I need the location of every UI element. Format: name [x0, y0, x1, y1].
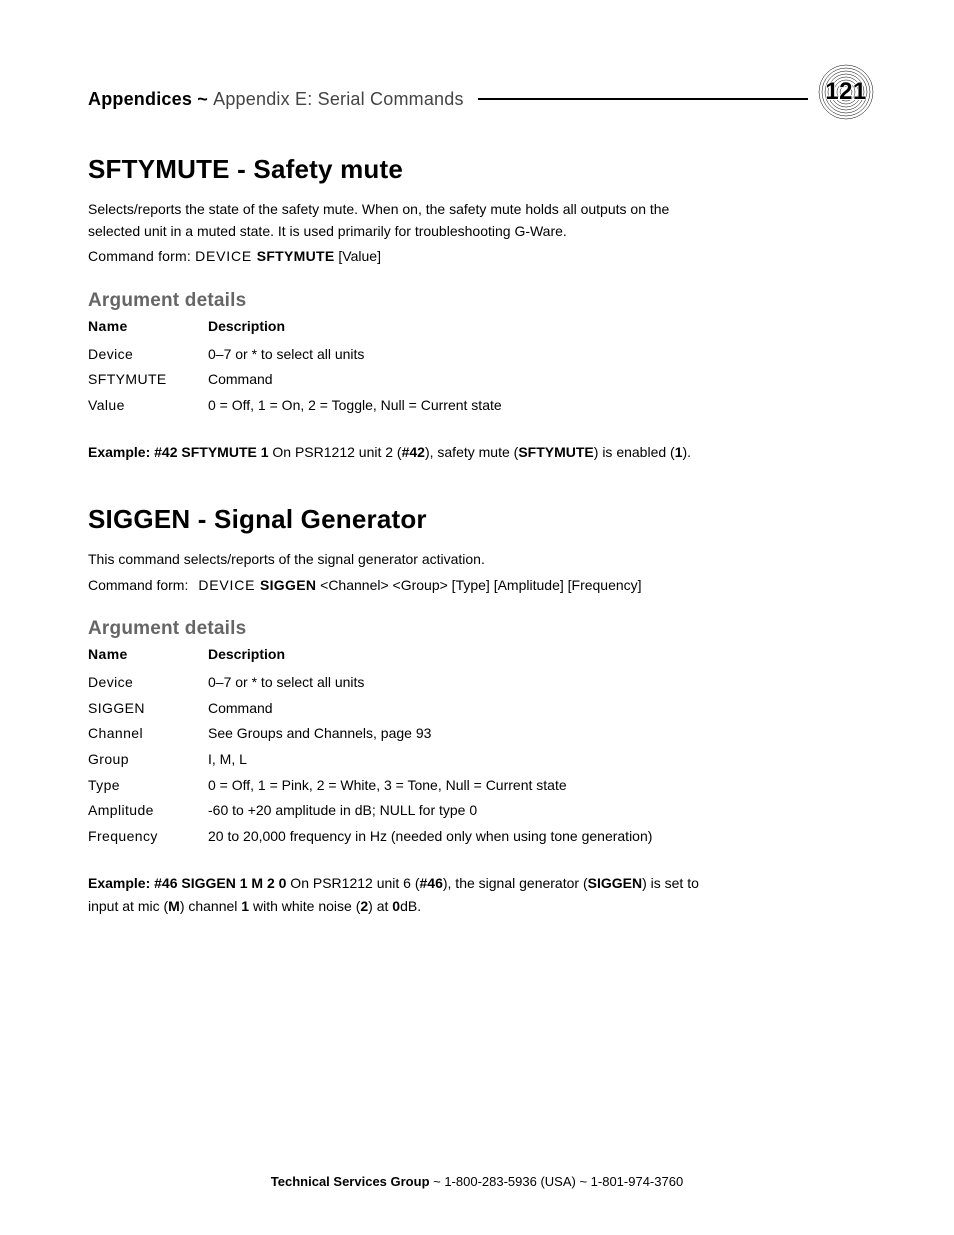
arg-description: Command: [208, 367, 502, 393]
arg-name: Frequency: [88, 824, 208, 850]
example-bold-token: SFTYMUTE: [518, 444, 593, 460]
table-header: Name: [88, 316, 208, 342]
table-row: SIGGENCommand: [88, 696, 652, 722]
command-form-value: DEVICE SIGGEN <Channel> <Group> [Type] […: [198, 575, 641, 597]
page-number: 121: [818, 64, 874, 120]
breadcrumb: Appendices ~ Appendix E: Serial Commands: [88, 89, 464, 110]
header-rule: [478, 98, 808, 100]
arg-description: 0–7 or * to select all units: [208, 342, 502, 368]
section-gap: [88, 464, 874, 490]
arg-name: SIGGEN: [88, 696, 208, 722]
table-row: Frequency20 to 20,000 frequency in Hz (n…: [88, 824, 652, 850]
example-text-token: ) is enabled (: [594, 444, 675, 460]
command-title: SIGGEN - Signal Generator: [88, 504, 874, 535]
breadcrumb-part-1: Appendices ~: [88, 89, 213, 109]
example-bold-token: SIGGEN: [588, 875, 642, 891]
table-row: Amplitude-60 to +20 amplitude in dB; NUL…: [88, 798, 652, 824]
argument-table: NameDescriptionDevice0–7 or * to select …: [88, 644, 652, 850]
example-bold-token: 0: [392, 898, 400, 914]
example-text-token: On PSR1212 unit 2 (: [269, 444, 402, 460]
arg-name: Device: [88, 342, 208, 368]
command-section: SFTYMUTE - Safety mute Selects/reports th…: [88, 154, 874, 464]
table-header: Description: [208, 316, 502, 342]
example-text-token: dB.: [400, 898, 421, 914]
footer-org: Technical Services Group: [271, 1174, 430, 1189]
command-form: Command form: DEVICE SIGGEN <Channel> <Gr…: [88, 575, 874, 597]
document-page: Appendices ~ Appendix E: Serial Commands…: [0, 0, 954, 1235]
table-row: Device0–7 or * to select all units: [88, 670, 652, 696]
arg-description: I, M, L: [208, 747, 652, 773]
example-text-token: ).: [683, 444, 692, 460]
arg-description: 20 to 20,000 frequency in Hz (needed onl…: [208, 824, 652, 850]
argument-details-heading: Argument details: [88, 618, 874, 640]
table-row: Device0–7 or * to select all units: [88, 342, 502, 368]
arg-description: 0 = Off, 1 = Pink, 2 = White, 3 = Tone, …: [208, 773, 652, 799]
arg-description: 0 = Off, 1 = On, 2 = Toggle, Null = Curr…: [208, 393, 502, 419]
argument-details-heading: Argument details: [88, 290, 874, 312]
arg-description: Command: [208, 696, 652, 722]
command-description: This command selects/reports of the sign…: [88, 549, 688, 571]
page-number-badge: 121: [818, 64, 874, 120]
command-form: Command form: DEVICE SFTYMUTE [Value]: [88, 246, 874, 268]
table-row: SFTYMUTECommand: [88, 367, 502, 393]
example-lead: Example: #46 SIGGEN 1 M 2 0: [88, 875, 286, 891]
example-bold-token: 2: [360, 898, 368, 914]
command-title: SFTYMUTE - Safety mute: [88, 154, 874, 185]
arg-description: -60 to +20 amplitude in dB; NULL for typ…: [208, 798, 652, 824]
page-footer: Technical Services Group ~ 1-800-283-593…: [0, 1174, 954, 1189]
arg-name: SFTYMUTE: [88, 367, 208, 393]
table-row: Type0 = Off, 1 = Pink, 2 = White, 3 = To…: [88, 773, 652, 799]
table-row: ChannelSee Groups and Channels, page 93: [88, 721, 652, 747]
example-text-token: with white noise (: [249, 898, 360, 914]
arg-name: Type: [88, 773, 208, 799]
example-text-token: ), the signal generator (: [443, 875, 588, 891]
example-bold-token: #46: [420, 875, 443, 891]
arg-name: Amplitude: [88, 798, 208, 824]
example-text-token: On PSR1212 unit 6 (: [286, 875, 419, 891]
footer-phones: ~ 1-800-283-5936 (USA) ~ 1-801-974-3760: [430, 1174, 684, 1189]
table-header: Name: [88, 644, 208, 670]
arg-name: Device: [88, 670, 208, 696]
example-bold-token: M: [168, 898, 180, 914]
arg-description: See Groups and Channels, page 93: [208, 721, 652, 747]
example-bold-token: #42: [402, 444, 425, 460]
example-lead: Example: #42 SFTYMUTE 1: [88, 444, 269, 460]
table-header: Description: [208, 644, 652, 670]
table-row: GroupI, M, L: [88, 747, 652, 773]
example-bold-token: 1: [675, 444, 683, 460]
command-section: SIGGEN - Signal Generator This command se…: [88, 504, 874, 918]
command-form-label: Command form:: [88, 575, 188, 597]
example-text: Example: #42 SFTYMUTE 1 On PSR1212 unit …: [88, 441, 708, 464]
arg-name: Value: [88, 393, 208, 419]
arg-name: Channel: [88, 721, 208, 747]
arg-name: Group: [88, 747, 208, 773]
example-text-token: ) channel: [180, 898, 241, 914]
table-row: Value0 = Off, 1 = On, 2 = Toggle, Null =…: [88, 393, 502, 419]
page-header: Appendices ~ Appendix E: Serial Commands…: [88, 78, 874, 120]
example-text: Example: #46 SIGGEN 1 M 2 0 On PSR1212 u…: [88, 872, 708, 918]
example-bold-token: 1: [241, 898, 249, 914]
breadcrumb-part-2: Appendix E: Serial Commands: [213, 89, 464, 109]
command-description: Selects/reports the state of the safety …: [88, 199, 688, 242]
sections-container: SFTYMUTE - Safety mute Selects/reports th…: [88, 154, 874, 918]
arg-description: 0–7 or * to select all units: [208, 670, 652, 696]
argument-table: NameDescriptionDevice0–7 or * to select …: [88, 316, 502, 419]
example-text-token: ), safety mute (: [425, 444, 518, 460]
example-text-token: ) at: [368, 898, 392, 914]
